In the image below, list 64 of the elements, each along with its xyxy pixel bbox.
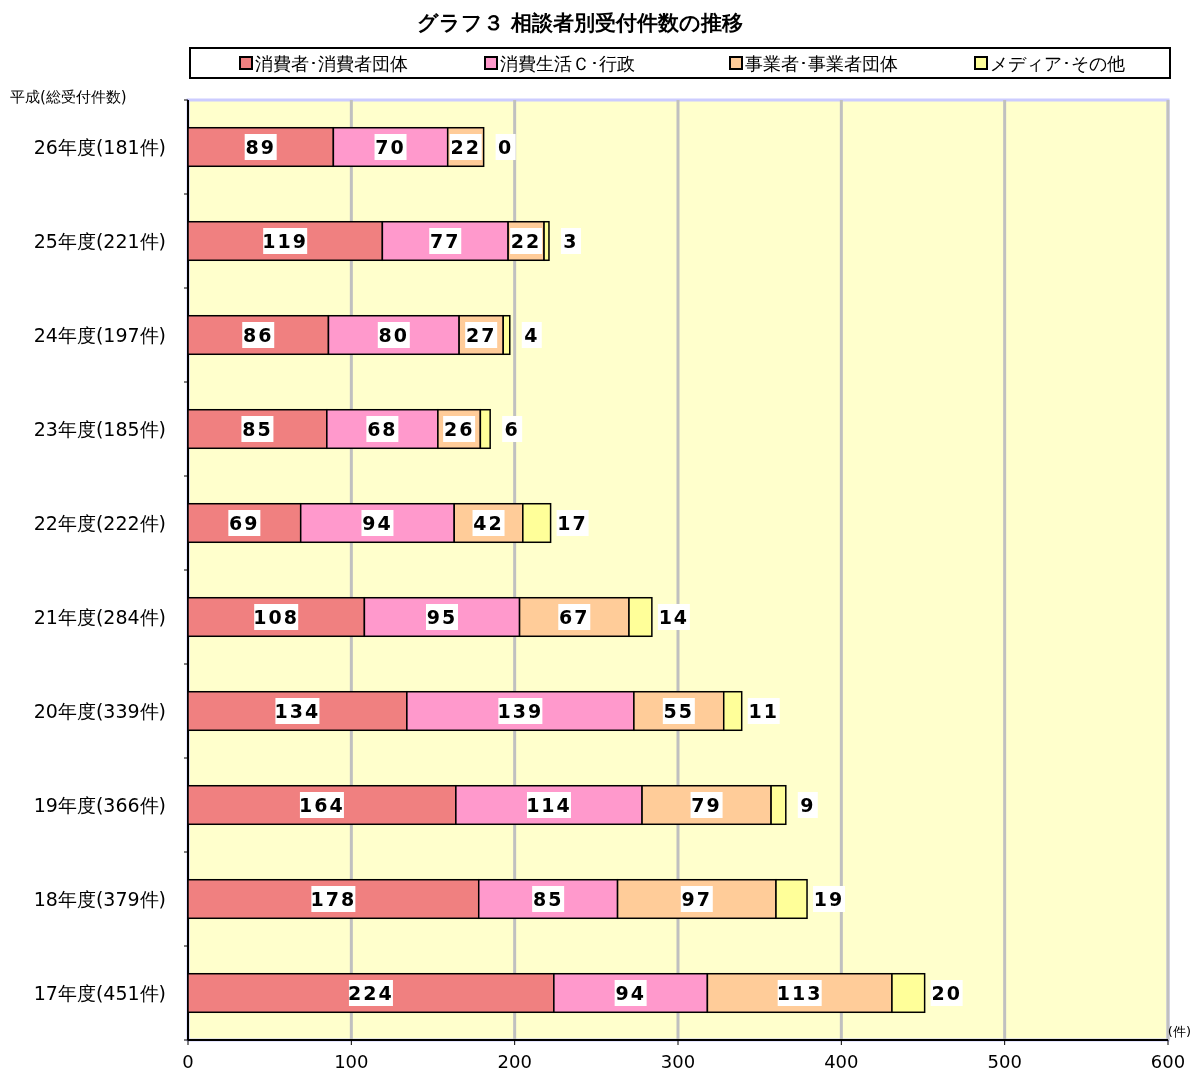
chart-title: グラフ３ 相談者別受付件数の推移 (416, 11, 744, 35)
data-label: 119 (262, 230, 309, 252)
data-label: 69 (229, 512, 260, 534)
data-label: 113 (776, 982, 823, 1004)
data-label: 42 (473, 512, 504, 534)
data-label: 164 (299, 794, 345, 816)
x-tick-label: 600 (1150, 1051, 1186, 1072)
data-label: 19 (813, 888, 845, 910)
y-tick-label: 24年度(197件) (33, 324, 166, 346)
data-label: 97 (681, 888, 713, 910)
data-label: 94 (615, 982, 646, 1004)
y-tick-label: 17年度(451件) (33, 982, 166, 1004)
y-tick-label: 20年度(339件) (33, 700, 166, 722)
legend-label: 事業者･事業者団体 (745, 53, 898, 74)
data-label: 0 (498, 136, 514, 158)
y-tick-label: 26年度(181件) (33, 136, 166, 158)
y-tick-label: 18年度(379件) (33, 888, 166, 910)
data-label: 79 (691, 794, 722, 816)
data-label: 178 (310, 888, 357, 910)
data-label: 224 (348, 982, 394, 1004)
x-tick-label: 0 (182, 1051, 194, 1072)
x-tick-label: 400 (824, 1051, 859, 1072)
data-label: 85 (242, 418, 273, 440)
data-label: 22 (450, 136, 481, 158)
data-label: 134 (274, 700, 321, 722)
data-label: 68 (367, 418, 398, 440)
data-label: 3 (563, 230, 579, 252)
y-tick-label: 22年度(222件) (33, 512, 166, 534)
data-label: 114 (526, 794, 572, 816)
data-label: 77 (430, 230, 461, 252)
y-tick-label: 25年度(221件) (33, 230, 166, 252)
data-label: 11 (748, 700, 779, 722)
x-axis-title: (件) (1167, 1024, 1191, 1039)
legend-label: 消費者･消費者団体 (255, 53, 408, 74)
legend-label: メディア･その他 (990, 53, 1125, 74)
x-tick-label: 200 (497, 1051, 532, 1072)
data-label: 95 (426, 606, 458, 628)
data-label: 4 (524, 324, 540, 346)
data-label: 70 (375, 136, 406, 158)
y-tick-label: 19年度(366件) (33, 794, 166, 816)
y-axis-title: 平成(総受付件数) (10, 88, 127, 106)
x-tick-label: 500 (987, 1051, 1022, 1072)
x-tick-label: 300 (660, 1051, 696, 1072)
data-label: 14 (658, 606, 690, 628)
data-label: 20 (931, 982, 962, 1004)
data-label: 17 (557, 512, 588, 534)
data-label: 94 (362, 512, 393, 534)
data-label: 139 (497, 700, 544, 722)
x-tick-label: 100 (334, 1051, 369, 1072)
data-label: 55 (663, 700, 695, 722)
data-label: 89 (245, 136, 276, 158)
data-label: 108 (253, 606, 300, 628)
data-label: 85 (532, 888, 564, 910)
data-label: 9 (800, 794, 816, 816)
data-label: 67 (559, 606, 590, 628)
y-tick-label: 23年度(185件) (33, 418, 166, 440)
data-label: 86 (243, 324, 274, 346)
y-tick-label: 21年度(284件) (33, 606, 166, 628)
data-label: 6 (504, 418, 520, 440)
data-label: 26 (443, 418, 475, 440)
data-label: 27 (465, 324, 497, 346)
legend-label: 消費生活Ｃ･行政 (500, 53, 635, 74)
data-label: 22 (510, 230, 542, 252)
data-label: 80 (378, 324, 410, 346)
